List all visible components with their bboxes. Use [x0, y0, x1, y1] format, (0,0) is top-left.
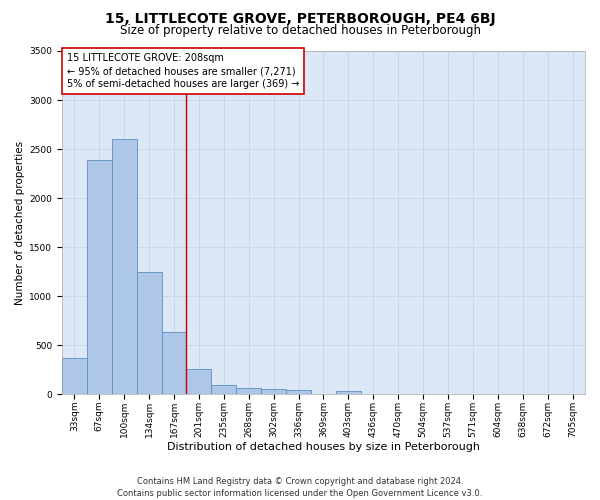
Bar	[286, 390, 311, 394]
Bar	[211, 384, 236, 394]
Bar	[187, 369, 211, 394]
Text: 15 LITTLECOTE GROVE: 208sqm
← 95% of detached houses are smaller (7,271)
5% of s: 15 LITTLECOTE GROVE: 208sqm ← 95% of det…	[67, 53, 299, 90]
Bar	[336, 392, 361, 394]
Text: 15, LITTLECOTE GROVE, PETERBOROUGH, PE4 6BJ: 15, LITTLECOTE GROVE, PETERBOROUGH, PE4 …	[104, 12, 496, 26]
Bar	[112, 140, 137, 394]
Text: Size of property relative to detached houses in Peterborough: Size of property relative to detached ho…	[119, 24, 481, 37]
Bar	[161, 332, 187, 394]
Y-axis label: Number of detached properties: Number of detached properties	[15, 140, 25, 304]
Bar	[261, 389, 286, 394]
Text: Contains HM Land Registry data © Crown copyright and database right 2024.
Contai: Contains HM Land Registry data © Crown c…	[118, 476, 482, 498]
Bar	[137, 272, 161, 394]
X-axis label: Distribution of detached houses by size in Peterborough: Distribution of detached houses by size …	[167, 442, 480, 452]
Bar	[62, 358, 87, 395]
Bar	[87, 160, 112, 394]
Bar	[236, 388, 261, 394]
